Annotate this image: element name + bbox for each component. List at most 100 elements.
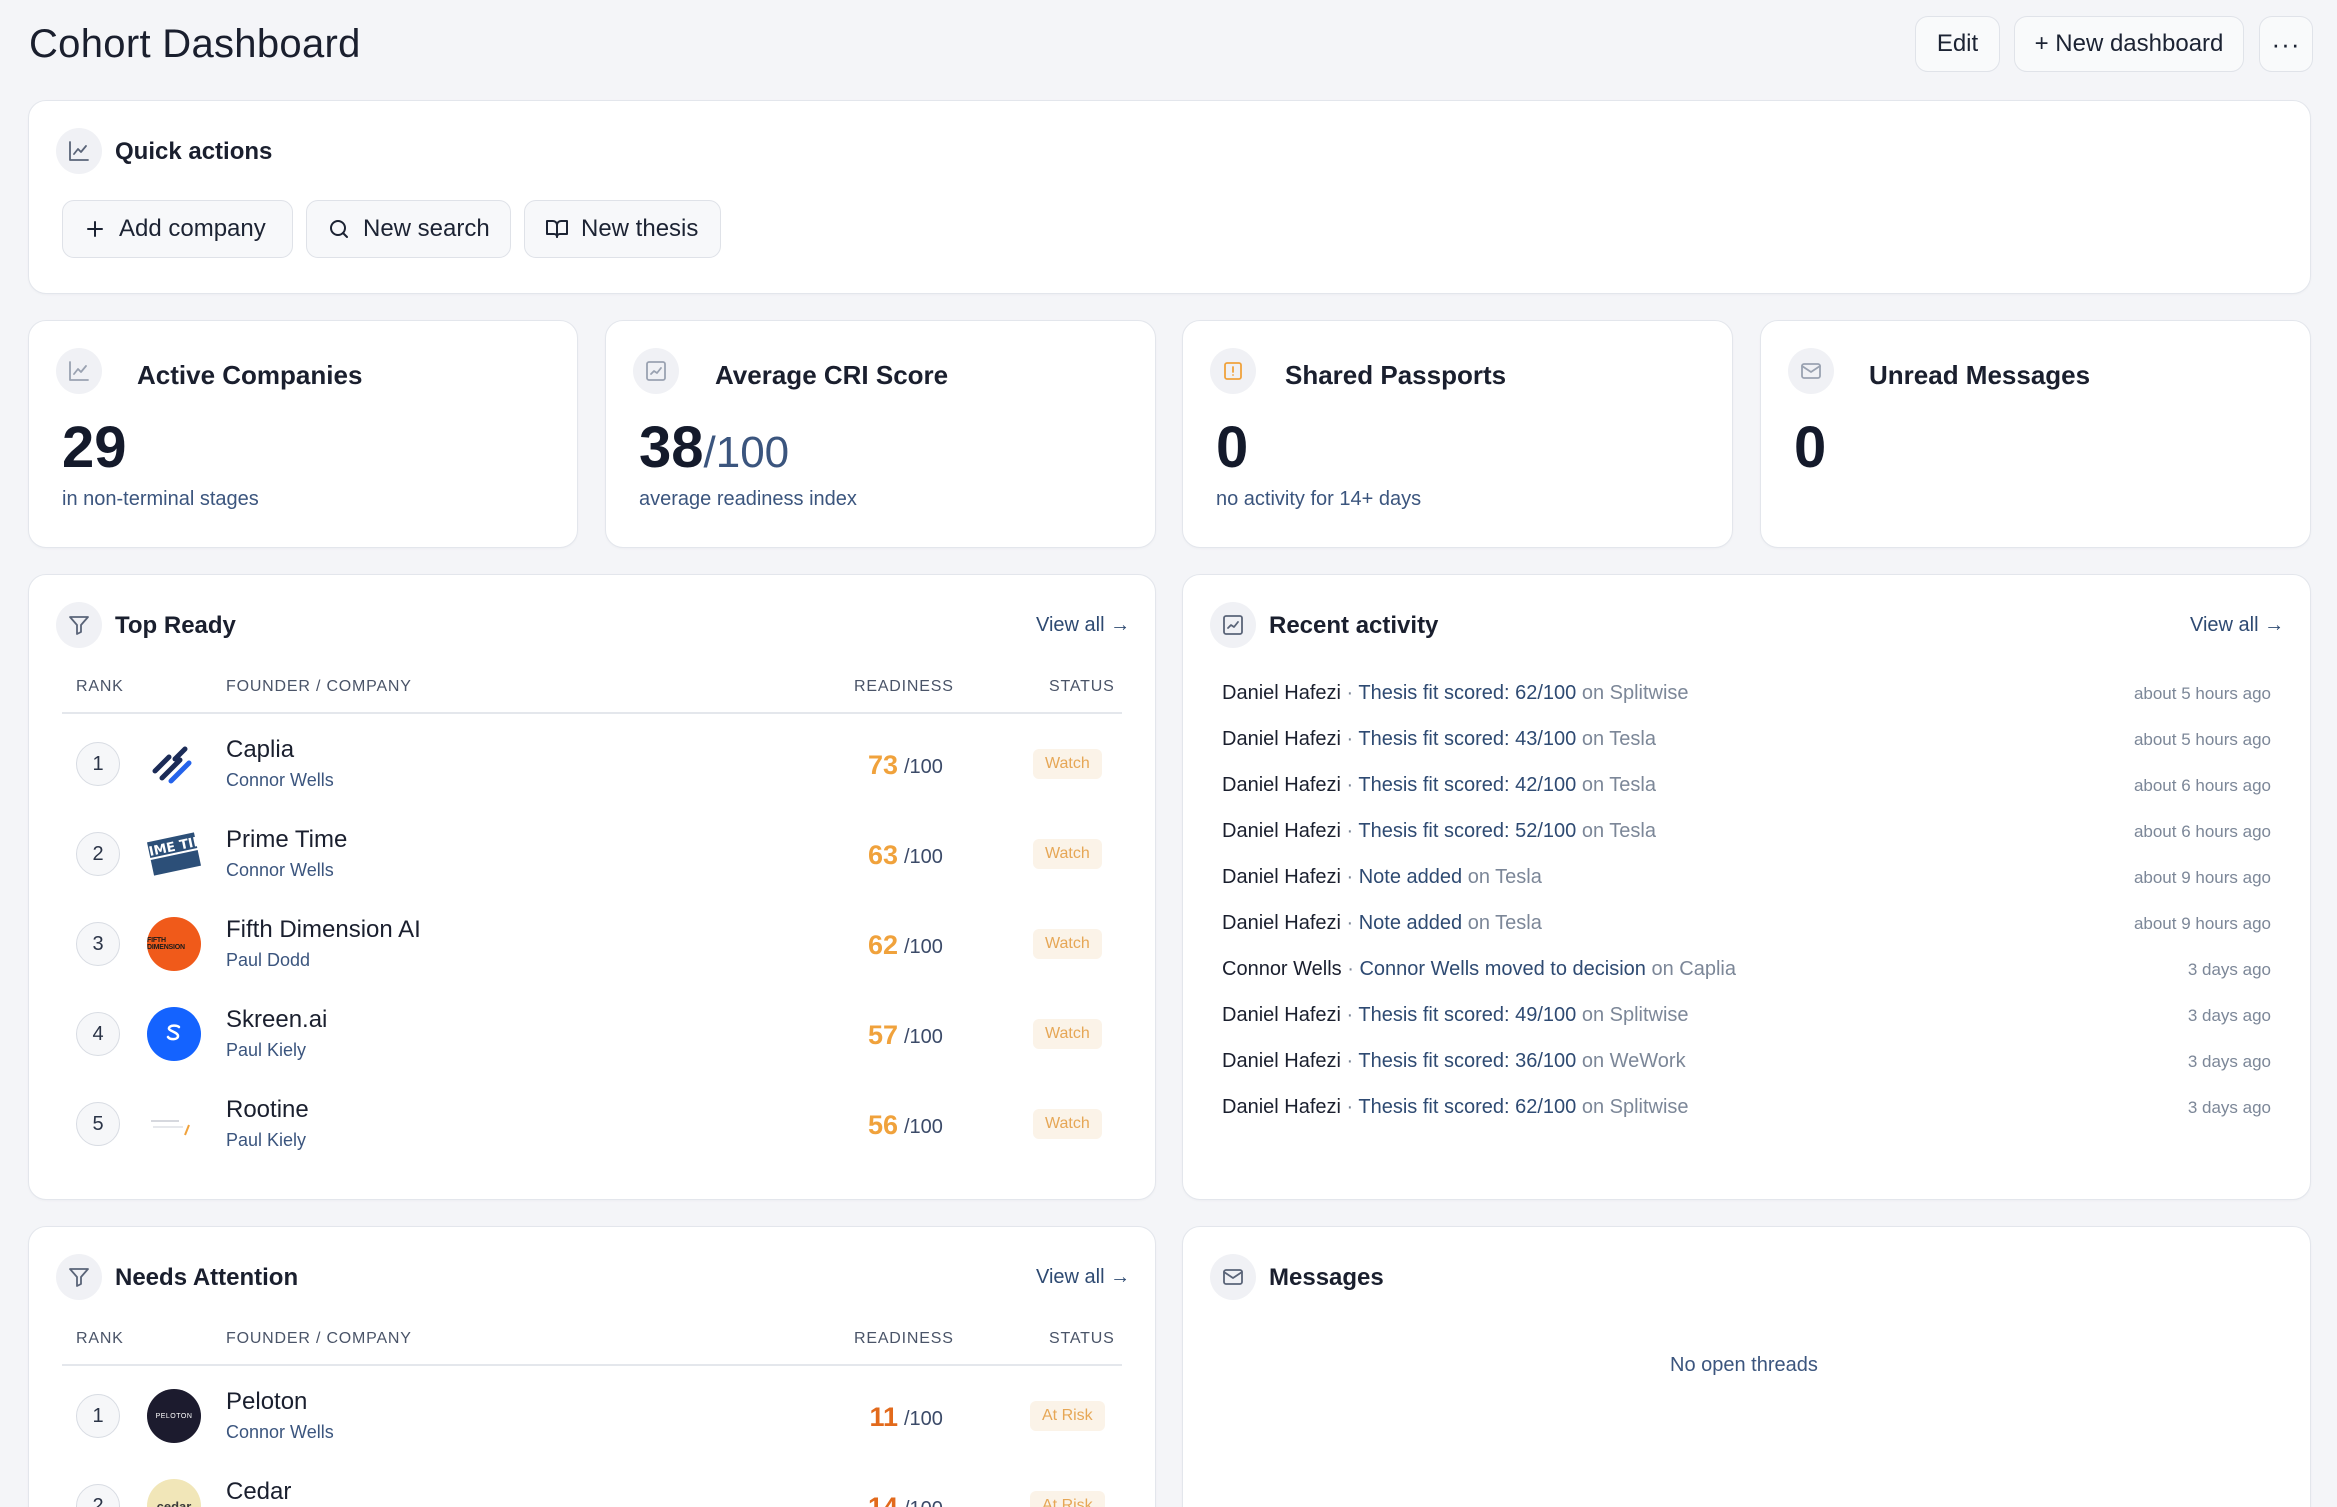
column-header-readiness: READINESS (854, 678, 954, 695)
rank-badge: 1 (76, 1394, 120, 1438)
recent-activity-title: Recent activity (1269, 612, 1439, 639)
stat-title: Average CRI Score (715, 360, 949, 390)
status-badge: Watch (1033, 839, 1102, 869)
peloton-logo: PELOTON (147, 1389, 201, 1443)
activity-text: Thesis fit scored: 62/100 (1358, 1096, 1577, 1118)
column-header-status: STATUS (1049, 1330, 1115, 1347)
activity-item[interactable]: Connor Wells · Connor Wells moved to dec… (1222, 958, 1736, 981)
founder-name: Paul Kiely (226, 1130, 307, 1150)
readiness-denominator: /100 (904, 846, 943, 868)
activity-user: Daniel Hafezi (1222, 682, 1341, 704)
company-name[interactable]: Rootine (226, 1096, 309, 1123)
readiness-denominator: /100 (904, 1026, 943, 1048)
quick-actions-card (28, 100, 2311, 294)
readiness-score: 11 (869, 1402, 898, 1432)
stat-title: Active Companies (137, 360, 363, 390)
activity-text: Thesis fit scored: 62/100 (1358, 682, 1577, 704)
activity-text: Thesis fit scored: 36/100 (1358, 1050, 1577, 1072)
activity-timestamp: about 5 hours ago (2133, 684, 2271, 703)
new-thesis-button[interactable]: New thesis (524, 200, 721, 258)
activity-timestamp: 3 days ago (2187, 1052, 2271, 1071)
new-dashboard-button[interactable]: + New dashboard (2014, 16, 2244, 72)
activity-separator: · (1340, 820, 1359, 842)
activity-separator: · (1340, 1050, 1359, 1072)
activity-target: on Caplia (1651, 958, 1736, 980)
caplia-logo (147, 737, 201, 791)
stat-subtitle: no activity for 14+ days (1216, 488, 1422, 510)
top-ready-view-all-link[interactable]: View all → (1036, 614, 1131, 636)
activity-user: Daniel Hafezi (1222, 912, 1341, 934)
company-name[interactable]: Caplia (226, 736, 295, 763)
activity-item[interactable]: Daniel Hafezi · Thesis fit scored: 62/10… (1222, 1096, 1689, 1119)
filter-icon (56, 602, 102, 648)
activity-separator: · (1340, 1096, 1359, 1118)
activity-timestamp: about 6 hours ago (2133, 822, 2271, 841)
more-options-button[interactable]: ··· (2259, 16, 2313, 72)
no-threads-message: No open threads (1670, 1354, 1818, 1376)
needs-attention-view-all-link[interactable]: View all → (1036, 1266, 1131, 1288)
column-header-rank: RANK (76, 678, 124, 695)
stat-title: Shared Passports (1285, 360, 1507, 390)
column-header-status: STATUS (1049, 678, 1115, 695)
table-divider (62, 712, 1122, 714)
stat-card-average-cri (605, 320, 1156, 548)
activity-item[interactable]: Daniel Hafezi · Thesis fit scored: 42/10… (1222, 774, 1656, 797)
column-header-company: FOUNDER / COMPANY (226, 678, 412, 695)
status-badge: Watch (1033, 929, 1102, 959)
messages-card (1182, 1226, 2311, 1507)
activity-timestamp: about 9 hours ago (2133, 914, 2271, 933)
add-company-button[interactable]: Add company (62, 200, 293, 258)
activity-target: on Splitwise (1581, 1004, 1689, 1026)
stat-subtitle: average readiness index (639, 488, 857, 510)
founder-name: Paul Dodd (226, 950, 311, 970)
mail-icon (1788, 348, 1834, 394)
activity-item[interactable]: Daniel Hafezi · Note added on Tesla (1222, 912, 1542, 935)
company-name[interactable]: Fifth Dimension AI (226, 916, 421, 943)
founder-name: Connor Wells (226, 1422, 334, 1442)
stat-value: 0 (1794, 415, 1827, 480)
fifth-dimension-logo-text: FIFTH DIMENSION (147, 937, 185, 951)
activity-text: Connor Wells moved to decision (1359, 958, 1646, 980)
readiness-score: 14 (867, 1492, 898, 1507)
status-badge: At Risk (1030, 1401, 1105, 1431)
company-name[interactable]: Cedar (226, 1478, 292, 1505)
activity-item[interactable]: Daniel Hafezi · Thesis fit scored: 62/10… (1222, 682, 1689, 705)
stat-card-shared-passports (1182, 320, 1733, 548)
status-badge: Watch (1033, 1109, 1102, 1139)
activity-item[interactable]: Daniel Hafezi · Thesis fit scored: 43/10… (1222, 728, 1656, 751)
add-company-label: Add company (119, 215, 266, 242)
activity-target: on Tesla (1467, 866, 1542, 888)
recent-activity-view-all-link[interactable]: View all → (2190, 614, 2285, 636)
line-chart-icon (56, 348, 102, 394)
activity-item[interactable]: Daniel Hafezi · Thesis fit scored: 36/10… (1222, 1050, 1686, 1073)
readiness-score: 57 (867, 1020, 898, 1050)
peloton-logo-text: PELOTON (155, 1412, 193, 1420)
activity-item[interactable]: Daniel Hafezi · Thesis fit scored: 49/10… (1222, 1004, 1689, 1027)
company-name[interactable]: Skreen.ai (226, 1006, 328, 1033)
stat-value: 29 (62, 415, 127, 480)
company-name[interactable]: Peloton (226, 1388, 308, 1415)
founder-name: Paul Kiely (226, 1040, 307, 1060)
activity-text: Note added (1358, 912, 1463, 934)
new-search-button[interactable]: New search (306, 200, 511, 258)
activity-item[interactable]: Daniel Hafezi · Thesis fit scored: 52/10… (1222, 820, 1656, 843)
status-badge: At Risk (1030, 1491, 1105, 1507)
rank-badge: 5 (76, 1102, 120, 1146)
readiness-denominator: /100 (904, 756, 943, 778)
book-icon (546, 220, 568, 238)
activity-user: Daniel Hafezi (1222, 1050, 1341, 1072)
plus-icon (87, 221, 103, 237)
messages-title: Messages (1269, 1264, 1384, 1291)
company-name[interactable]: Prime Time (226, 826, 348, 853)
stat-card-unread-messages (1760, 320, 2311, 548)
activity-text: Thesis fit scored: 43/100 (1358, 728, 1577, 750)
activity-user: Daniel Hafezi (1222, 1004, 1341, 1026)
activity-timestamp: 3 days ago (2187, 960, 2271, 979)
activity-item[interactable]: Daniel Hafezi · Note added on Tesla (1222, 866, 1542, 889)
edit-button[interactable]: Edit (1915, 16, 2000, 72)
stat-subtitle: in non-terminal stages (62, 488, 259, 510)
top-ready-card (28, 574, 1156, 1200)
stat-value: 38/100 (639, 418, 789, 483)
activity-timestamp: about 9 hours ago (2133, 868, 2271, 887)
